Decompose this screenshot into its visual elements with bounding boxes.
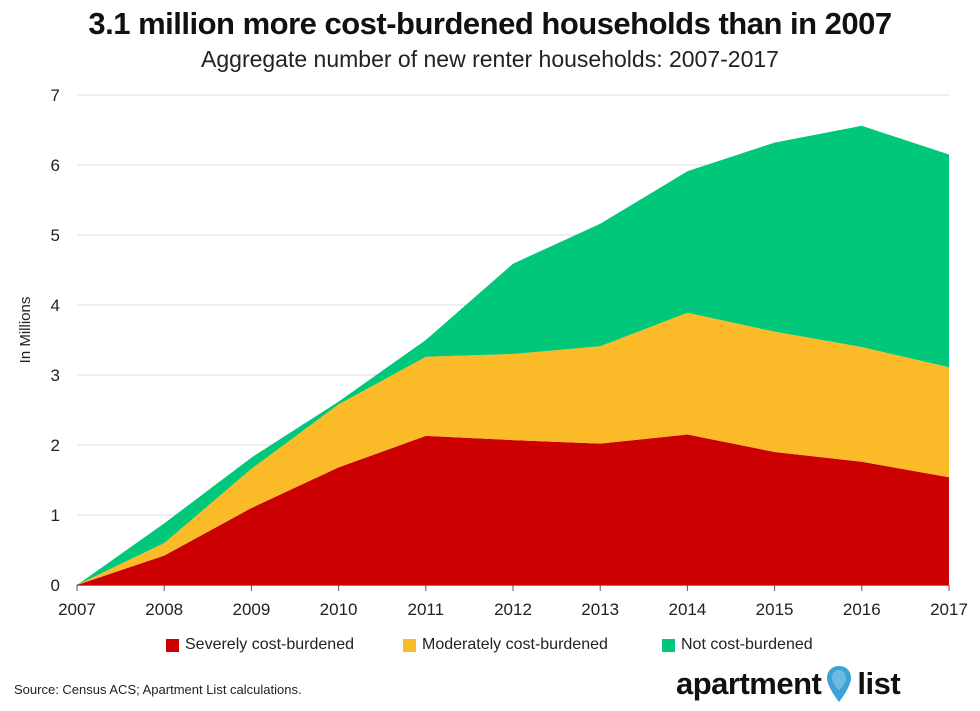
x-tick-label: 2012 [494,600,532,619]
x-tick-label: 2015 [756,600,794,619]
legend-swatch-not [662,638,675,652]
x-tick-label: 2010 [320,600,358,619]
area-series-2 [77,125,949,586]
legend-label-not: Not cost-burdened [681,636,813,653]
legend-label-moderate: Moderately cost-burdened [422,636,608,653]
x-tick-label: 2007 [58,600,96,619]
legend-swatch-severe [166,638,179,652]
logo-word-list: list [857,666,901,701]
y-tick-label: 5 [51,226,60,245]
y-tick-label: 0 [51,576,60,595]
y-tick-label: 2 [51,436,60,455]
x-tick-label: 2016 [843,600,881,619]
legend-swatch-moderate [403,638,416,652]
apartment-list-logo: apartment list [676,664,901,704]
chart-subtitle: Aggregate number of new renter household… [201,46,779,72]
x-tick-label: 2013 [581,600,619,619]
legend-item-severe: Severely cost-burdened [166,636,354,654]
area-series-1 [77,312,949,585]
x-tick-label: 2011 [408,600,445,619]
location-pin-icon [827,666,852,702]
x-tick-label: 2008 [145,600,183,619]
x-tick-labels: 2007 2008 2009 2010 2011 2012 2013 2014 2015 2016… [58,585,968,619]
logo-word-apartment: apartment [676,666,822,701]
y-tick-label: 4 [51,296,60,315]
y-tick-label: 1 [51,506,60,525]
source-note: Source: Census ACS; Apartment List calcu… [14,682,302,697]
area-series-0 [77,434,949,585]
legend-item-not: Not cost-burdened [662,636,813,654]
y-tick-label: 3 [51,366,60,385]
legend: Severely cost-burdened Moderately cost-b… [0,636,980,660]
area-chart: 0 1 2 3 4 5 6 7 2007 2008 2009 2010 2011 2012 2013 201… [51,86,968,619]
y-tick-label: 7 [51,86,60,105]
stacked-areas [77,125,949,586]
y-tick-labels: 0 1 2 3 4 5 6 7 [51,86,60,595]
x-tick-label: 2014 [668,600,706,619]
legend-label-severe: Severely cost-burdened [185,636,354,653]
x-tick-label: 2009 [232,600,270,619]
legend-item-moderate: Moderately cost-burdened [403,636,608,654]
chart-title: 3.1 million more cost-burdened household… [88,6,892,41]
y-tick-label: 6 [51,156,60,175]
x-tick-label: 2017 [930,600,968,619]
